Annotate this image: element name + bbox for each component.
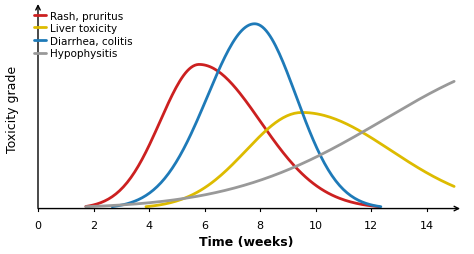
Legend: Rash, pruritus, Liver toxicity, Diarrhea, colitis, Hypophysitis: Rash, pruritus, Liver toxicity, Diarrhea…: [34, 11, 133, 59]
Line: Diarrhea, colitis: Diarrhea, colitis: [112, 25, 381, 207]
Hypophysitis: [94, 205, 100, 208]
Y-axis label: Toxicity grade: Toxicity grade: [6, 66, 18, 153]
Liver toxicity: [451, 185, 457, 188]
Hypophysitis: [91, 205, 96, 208]
Liver toxicity: [383, 146, 389, 149]
Liver toxicity: [173, 200, 179, 203]
Liver toxicity: [143, 205, 149, 208]
Diarrhea, colitis: [128, 201, 134, 204]
Rash, pruritus: [196, 64, 201, 67]
Rash, pruritus: [322, 190, 328, 193]
Liver toxicity: [256, 136, 262, 139]
Diarrhea, colitis: [252, 23, 258, 26]
Rash, pruritus: [376, 205, 382, 208]
Liver toxicity: [354, 128, 359, 131]
X-axis label: Time (weeks): Time (weeks): [199, 235, 293, 248]
Rash, pruritus: [162, 110, 168, 113]
Line: Liver toxicity: Liver toxicity: [146, 113, 454, 207]
Rash, pruritus: [192, 65, 198, 68]
Diarrhea, colitis: [378, 205, 383, 208]
Liver toxicity: [153, 204, 158, 207]
Rash, pruritus: [98, 201, 104, 204]
Hypophysitis: [83, 205, 89, 209]
Hypophysitis: [162, 200, 168, 203]
Hypophysitis: [344, 140, 350, 143]
Rash, pruritus: [92, 203, 98, 206]
Line: Hypophysitis: Hypophysitis: [86, 82, 454, 207]
Diarrhea, colitis: [331, 177, 337, 180]
Liver toxicity: [179, 198, 184, 201]
Diarrhea, colitis: [109, 205, 115, 208]
Rash, pruritus: [254, 115, 260, 118]
Diarrhea, colitis: [149, 190, 155, 193]
Rash, pruritus: [83, 205, 89, 208]
Diarrhea, colitis: [192, 125, 198, 128]
Hypophysitis: [147, 201, 153, 204]
Liver toxicity: [299, 112, 305, 115]
Hypophysitis: [451, 81, 457, 84]
Diarrhea, colitis: [303, 120, 309, 123]
Hypophysitis: [416, 99, 421, 102]
Line: Rash, pruritus: Rash, pruritus: [86, 65, 379, 207]
Diarrhea, colitis: [327, 172, 333, 175]
